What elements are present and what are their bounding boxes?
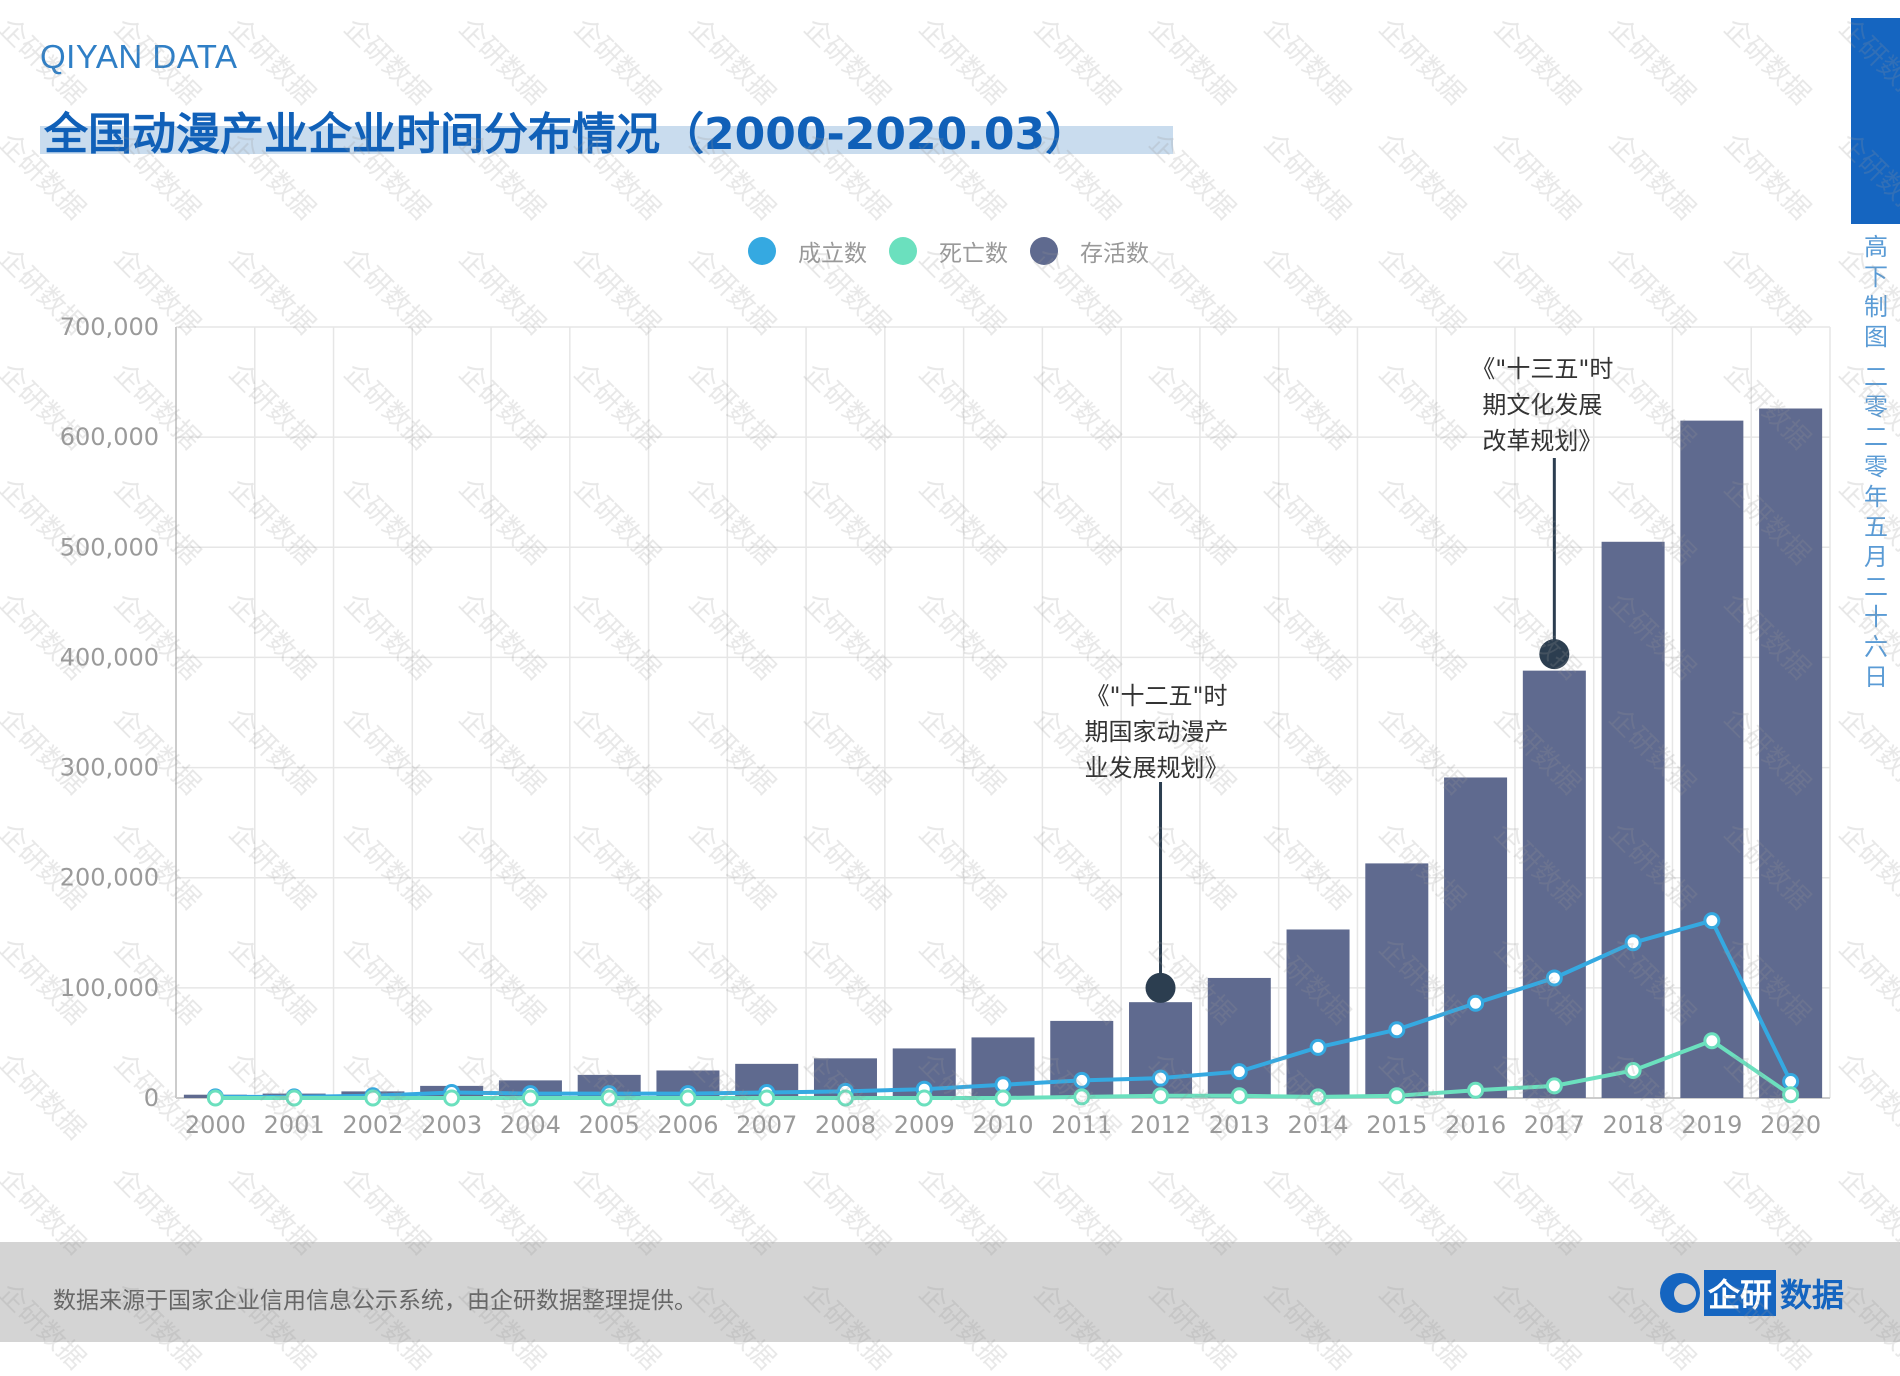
x-tick-label: 2019 [1681, 1111, 1742, 1139]
brand-label: QIYAN DATA [40, 38, 238, 75]
x-tick-label: 2012 [1130, 1111, 1191, 1139]
point-dead-2011 [1073, 1088, 1091, 1106]
point-dead-2005 [600, 1089, 618, 1107]
point-dead-2009 [915, 1089, 933, 1107]
annotation-text: 《"十三五"时 [1471, 355, 1613, 383]
point-dead-2020 [1782, 1086, 1800, 1104]
legend: 成立数 死亡数 存活数 [0, 234, 1900, 270]
x-tick-label: 2003 [421, 1111, 482, 1139]
y-tick-label: 500,000 [60, 533, 159, 561]
x-tick-label: 2017 [1524, 1111, 1585, 1139]
annotation-marker [1539, 639, 1570, 670]
title-highlight [40, 126, 1173, 154]
y-tick-label: 200,000 [60, 864, 159, 892]
footer-band [0, 1242, 1900, 1342]
point-dead-2001 [285, 1089, 303, 1107]
point-founded-2018 [1624, 934, 1642, 952]
point-dead-2017 [1545, 1077, 1563, 1095]
x-tick-label: 2013 [1209, 1111, 1270, 1139]
source-note: 数据来源于国家企业信用信息公示系统，由企研数据整理提供。 [53, 1288, 697, 1314]
chart-plot: 0 100,000 200,000 300,000 400,000 500,000 600,… [60, 313, 1831, 1139]
legend-dot-icon [748, 237, 776, 265]
bar-2017 [1522, 670, 1586, 1098]
point-dead-2012 [1152, 1087, 1170, 1105]
bar-2014 [1286, 929, 1350, 1098]
annotation-text: 改革规划》 [1482, 427, 1602, 455]
chart-title: 全国动漫产业企业时间分布情况（2000-2020.03） [44, 109, 1090, 160]
point-dead-2015 [1388, 1087, 1406, 1105]
legend-dot-icon [1030, 237, 1058, 265]
y-tick-label: 0 [144, 1084, 159, 1112]
point-founded-2016 [1467, 994, 1485, 1012]
x-tick-label: 2000 [185, 1111, 246, 1139]
author-label: 高下制图 [1864, 233, 1888, 351]
point-dead-2014 [1309, 1088, 1327, 1106]
point-founded-2012 [1152, 1069, 1170, 1087]
bar-2018 [1601, 541, 1665, 1098]
legend-label: 成立数 [798, 241, 867, 267]
point-founded-2011 [1073, 1071, 1091, 1089]
point-dead-2006 [679, 1089, 697, 1107]
point-dead-2013 [1230, 1087, 1248, 1105]
point-dead-2007 [758, 1089, 776, 1107]
date-label: 二零二零年五月二十六日 [1864, 363, 1888, 691]
x-tick-label: 2005 [579, 1111, 640, 1139]
point-dead-2002 [364, 1089, 382, 1107]
logo-text-a: 企研 [1704, 1270, 1777, 1316]
x-tick-label: 2004 [500, 1111, 561, 1139]
x-tick-label: 2009 [894, 1111, 955, 1139]
x-tick-label: 2018 [1603, 1111, 1664, 1139]
point-dead-2010 [994, 1089, 1012, 1107]
legend-item-alive[interactable]: 存活数 [1030, 234, 1149, 268]
bar-2020 [1759, 408, 1823, 1098]
y-tick-label: 700,000 [60, 313, 159, 341]
legend-label: 死亡数 [939, 241, 1008, 267]
x-tick-label: 2007 [736, 1111, 797, 1139]
x-tick-label: 2011 [1051, 1111, 1112, 1139]
x-tick-label: 2006 [657, 1111, 718, 1139]
point-founded-2019 [1703, 912, 1721, 930]
y-tick-label: 400,000 [60, 643, 159, 671]
legend-item-dead[interactable]: 死亡数 [889, 234, 1008, 268]
y-tick-label: 600,000 [60, 423, 159, 451]
logo-text-b: 数据 [1780, 1276, 1845, 1314]
x-tick-label: 2002 [342, 1111, 403, 1139]
point-dead-2004 [521, 1089, 539, 1107]
annotation-marker [1145, 972, 1176, 1003]
x-tick-label: 2008 [815, 1111, 876, 1139]
x-tick-label: 2014 [1288, 1111, 1349, 1139]
bar-2015 [1365, 863, 1429, 1098]
point-dead-2000 [206, 1089, 224, 1107]
point-founded-2013 [1230, 1063, 1248, 1081]
x-tick-label: 2015 [1366, 1111, 1427, 1139]
logo: 企研 数据 [1660, 1270, 1844, 1316]
point-dead-2019 [1703, 1032, 1721, 1050]
point-dead-2008 [836, 1089, 854, 1107]
bar-2016 [1444, 777, 1508, 1098]
annotation-text: 业发展规划》 [1085, 754, 1229, 782]
x-tick-label: 2016 [1445, 1111, 1506, 1139]
y-tick-label: 300,000 [60, 754, 159, 782]
legend-item-founded[interactable]: 成立数 [748, 234, 867, 268]
point-dead-2003 [443, 1089, 461, 1107]
y-tick-label: 100,000 [60, 974, 159, 1002]
x-tick-label: 2001 [264, 1111, 325, 1139]
x-tick-label: 2020 [1760, 1111, 1821, 1139]
point-founded-2017 [1545, 969, 1563, 987]
point-dead-2018 [1624, 1061, 1642, 1079]
point-founded-2014 [1309, 1038, 1327, 1056]
point-dead-2016 [1467, 1081, 1485, 1099]
legend-dot-icon [889, 237, 917, 265]
bar-2019 [1680, 420, 1744, 1098]
annotation-text: 《"十二五"时 [1085, 682, 1227, 710]
x-tick-label: 2010 [972, 1111, 1033, 1139]
annotation-text: 期国家动漫产 [1085, 718, 1229, 746]
side-band [1851, 18, 1900, 224]
point-founded-2015 [1388, 1021, 1406, 1039]
logo-c-icon [1660, 1273, 1700, 1313]
legend-label: 存活数 [1080, 241, 1149, 267]
annotation-text: 期文化发展 [1482, 391, 1602, 419]
